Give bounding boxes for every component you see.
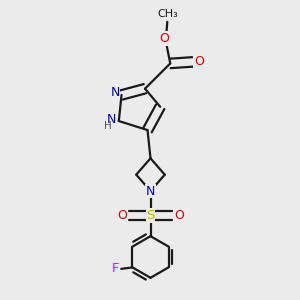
Text: O: O bbox=[174, 209, 184, 222]
Text: N: N bbox=[110, 86, 120, 99]
Text: N: N bbox=[107, 113, 116, 126]
Text: O: O bbox=[117, 209, 127, 222]
Text: O: O bbox=[194, 55, 204, 68]
Text: S: S bbox=[146, 209, 155, 222]
Text: N: N bbox=[146, 184, 155, 197]
Text: O: O bbox=[159, 32, 169, 45]
Text: CH₃: CH₃ bbox=[157, 9, 178, 20]
Text: F: F bbox=[112, 262, 119, 275]
Text: H: H bbox=[103, 122, 111, 131]
